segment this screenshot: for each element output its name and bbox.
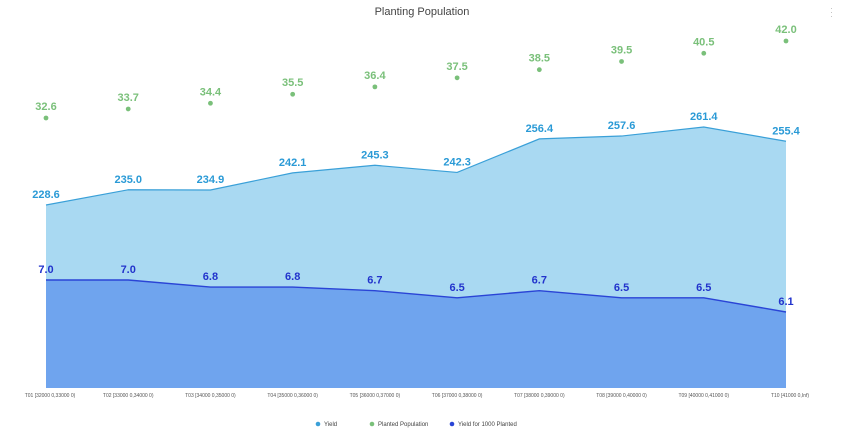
x-tick-label: T03 [34000 0,35000 0) [185, 393, 236, 399]
legend-marker [315, 421, 321, 427]
population-data-label: 35.5 [282, 77, 303, 89]
x-tick-label: T06 [37000 0,38000 0) [432, 393, 483, 399]
yield-per-1000-data-label: 6.7 [367, 275, 382, 287]
yield-per-1000-area [46, 280, 786, 388]
population-point [783, 38, 789, 44]
yield-per-1000-data-label: 6.7 [532, 275, 547, 287]
population-point [701, 50, 707, 56]
yield-data-label: 234.9 [197, 174, 225, 186]
yield-data-label: 257.6 [608, 120, 636, 132]
population-data-label: 37.5 [446, 61, 467, 73]
yield-per-1000-data-label: 7.0 [121, 264, 136, 276]
population-data-label: 32.6 [35, 101, 56, 113]
population-point [536, 67, 542, 73]
legend-label: Yield [324, 422, 337, 428]
x-tick-label: T10 [41000 0,Inf) [771, 393, 809, 399]
population-data-label: 38.5 [529, 53, 550, 65]
x-tick-label: T04 [35000 0,36000 0) [267, 393, 318, 399]
yield-per-1000-data-label: 6.5 [696, 282, 711, 294]
population-data-label: 33.7 [118, 92, 139, 104]
yield-per-1000-data-label: 6.1 [778, 296, 793, 308]
x-tick-label: T02 [33000 0,34000 0) [103, 393, 154, 399]
x-tick-label: T01 [32000 0,33000 0) [25, 393, 76, 399]
yield-per-1000-line [46, 279, 787, 313]
chart-title: Planting Population [374, 6, 470, 18]
yield-data-label: 235.0 [114, 174, 142, 186]
chart-menu-icon[interactable]: · · · [830, 3, 833, 21]
legend-label: Planted Population [378, 422, 428, 428]
yield-per-1000-data-label: 7.0 [38, 264, 53, 276]
population-point [43, 115, 49, 121]
yield-data-label: 261.4 [690, 111, 718, 123]
population-point [208, 100, 213, 106]
legend-label: Yield for 1000 Planted [458, 422, 517, 428]
population-data-label: 39.5 [611, 44, 632, 56]
population-data-label: 36.4 [364, 70, 386, 82]
yield-per-1000-data-label: 6.8 [285, 271, 300, 283]
population-point [290, 91, 296, 97]
x-tick-label: T08 [39000 0,40000 0) [596, 393, 647, 399]
population-data-label: 42.0 [775, 24, 796, 36]
x-tick-label: T05 [36000 0,37000 0) [350, 393, 401, 399]
population-point [125, 106, 131, 112]
yield-data-label: 255.4 [772, 125, 800, 137]
yield-line [45, 126, 787, 206]
yield-data-label: 228.6 [32, 189, 60, 201]
legend-marker [369, 421, 375, 427]
yield-data-label: 245.3 [361, 149, 389, 161]
population-point [619, 59, 624, 64]
population-data-label: 40.5 [693, 36, 714, 48]
population-point [454, 75, 460, 81]
yield-data-label: 242.3 [443, 156, 471, 168]
yield-data-label: 256.4 [526, 123, 554, 135]
x-tick-label: T07 [38000 0,39000 0) [514, 393, 565, 399]
x-tick-label: T09 [40000 0,41000 0) [678, 393, 729, 399]
legend-marker [449, 421, 455, 427]
population-data-label: 34.4 [200, 86, 222, 98]
yield-per-1000-data-label: 6.5 [449, 282, 464, 294]
yield-per-1000-data-label: 6.5 [614, 282, 629, 294]
yield-per-1000-data-label: 6.8 [203, 271, 218, 283]
population-point [372, 84, 378, 90]
yield-data-label: 242.1 [279, 157, 307, 169]
